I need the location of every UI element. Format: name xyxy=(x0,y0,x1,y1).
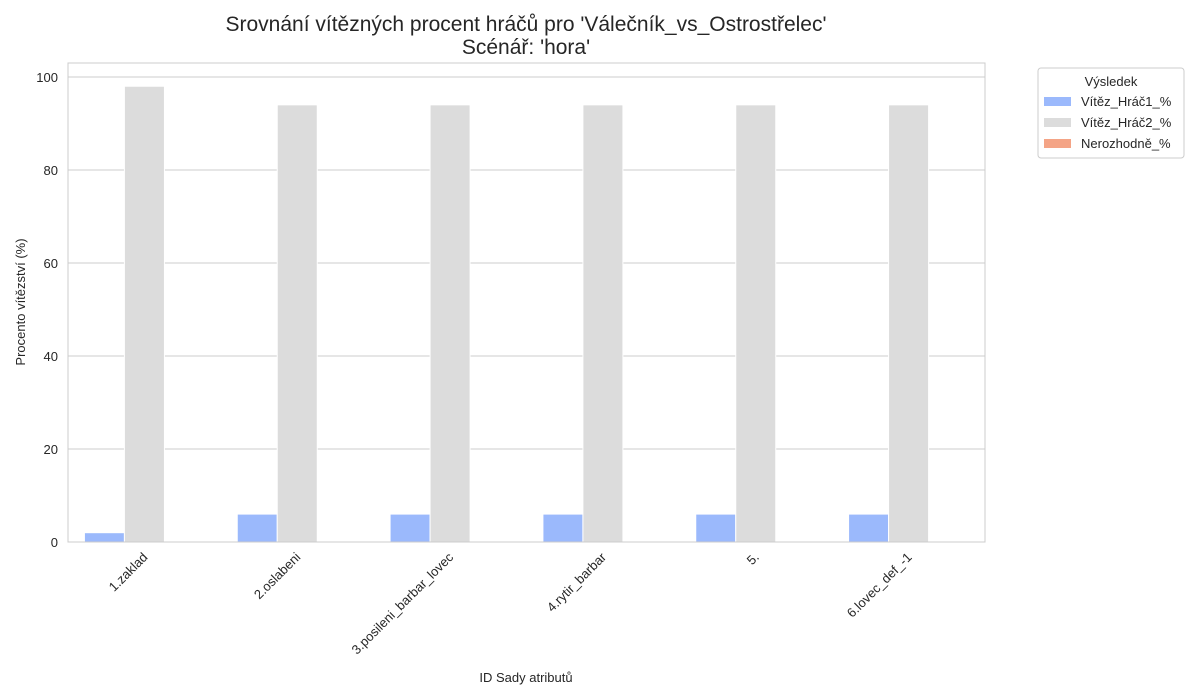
y-tick-label: 100 xyxy=(36,70,58,85)
legend-swatch-1 xyxy=(1044,97,1071,106)
x-tick-label: 6.lovec_def_-1 xyxy=(844,550,915,621)
legend-items: Vítěz_Hráč1_% Vítěz_Hráč2_% Nerozhodně_% xyxy=(1044,94,1172,151)
legend-label-2: Vítěz_Hráč2_% xyxy=(1081,115,1172,130)
bar-2-4 xyxy=(582,104,624,543)
plot-frame xyxy=(67,62,986,543)
x-tick-label: 1.zaklad xyxy=(106,550,151,595)
chart-subtitle: Scénář: 'hora' xyxy=(462,36,590,59)
bar-2-6 xyxy=(888,104,930,543)
y-axis-label: Procento vítězství (%) xyxy=(13,238,28,365)
x-tick-labels: 1.zaklad 2.oslabeni 3.posileni_barbar_love… xyxy=(106,549,915,657)
bar-1-2 xyxy=(236,513,278,543)
legend-swatch-3 xyxy=(1044,139,1071,148)
bar-1-4 xyxy=(542,513,584,543)
legend-swatch-2 xyxy=(1044,118,1071,127)
bar-1-6 xyxy=(848,513,890,543)
x-tick-label: 4.rytir_barbar xyxy=(544,549,610,615)
bar-1-1 xyxy=(83,532,125,543)
y-tick-label: 0 xyxy=(51,535,58,550)
bar-2-2 xyxy=(276,104,318,543)
y-tick-label: 20 xyxy=(44,442,58,457)
bar-2-5 xyxy=(735,104,777,543)
y-tick-label: 60 xyxy=(44,256,58,271)
legend-box xyxy=(1037,67,1185,159)
x-axis-label: ID Sady atributů xyxy=(479,670,572,685)
bars xyxy=(83,85,930,543)
y-tick-label: 40 xyxy=(44,349,58,364)
bar-1-5 xyxy=(695,513,737,543)
x-tick-label: 5. xyxy=(744,550,762,568)
gridlines xyxy=(68,76,985,543)
legend-label-1: Vítěz_Hráč1_% xyxy=(1081,94,1172,109)
x-tick-label: 3.posileni_barbar_lovec xyxy=(349,549,457,657)
bar-1-3 xyxy=(389,513,431,543)
x-tick-label: 2.oslabeni xyxy=(251,549,304,602)
legend-title: Výsledek xyxy=(1085,74,1138,89)
bar-2-3 xyxy=(429,104,471,543)
chart-title: Srovnání vítězných procent hráčů pro 'Vá… xyxy=(226,13,827,36)
legend-label-3: Nerozhodně_% xyxy=(1081,136,1171,151)
bar-2-1 xyxy=(123,85,165,543)
y-tick-labels: 0 20 40 60 80 100 xyxy=(36,70,58,550)
legend: Výsledek Vítěz_Hráč1_% Vítěz_Hráč2_% Neroz… xyxy=(1037,67,1185,159)
y-tick-label: 80 xyxy=(44,163,58,178)
